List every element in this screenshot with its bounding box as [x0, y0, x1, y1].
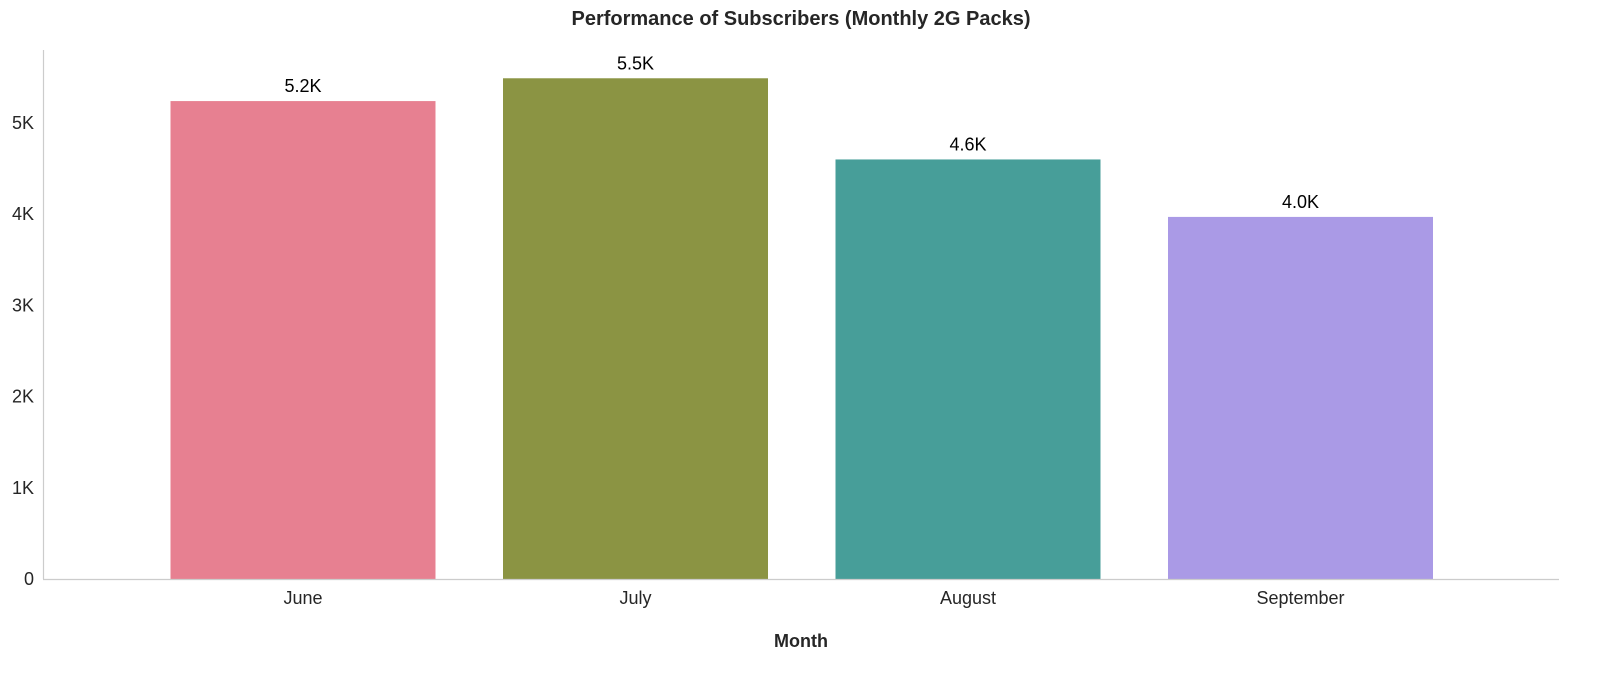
bar-june — [170, 101, 436, 579]
data-label-september: 4.0K — [1282, 192, 1319, 212]
chart-title: Performance of Subscribers (Monthly 2G P… — [571, 8, 1030, 30]
bar-august — [835, 159, 1101, 579]
y-tick-label: 1K — [12, 478, 34, 498]
x-tick-label-june: June — [283, 588, 322, 608]
bar-july — [503, 78, 768, 579]
bar-september — [1168, 216, 1433, 579]
data-label-july: 5.5K — [617, 53, 654, 73]
y-tick-label: 5K — [12, 113, 34, 133]
y-tick-label: 4K — [12, 204, 34, 224]
y-tick-label: 0 — [24, 569, 34, 589]
data-label-june: 5.2K — [284, 76, 321, 96]
x-tick-label-july: July — [619, 588, 651, 608]
x-axis-ticks: June July August September — [283, 588, 1344, 608]
data-labels-layer: 5.2K 5.5K 4.6K 4.0K — [284, 53, 1319, 212]
bars-layer — [170, 78, 1433, 579]
x-axis-label: Month — [774, 631, 828, 651]
y-axis-ticks: 0 1K 2K 3K 4K 5K — [12, 113, 34, 589]
x-tick-label-september: September — [1256, 588, 1344, 608]
x-tick-label-august: August — [940, 588, 996, 608]
y-tick-label: 3K — [12, 295, 34, 315]
y-tick-label: 2K — [12, 387, 34, 407]
data-label-august: 4.6K — [949, 134, 986, 154]
